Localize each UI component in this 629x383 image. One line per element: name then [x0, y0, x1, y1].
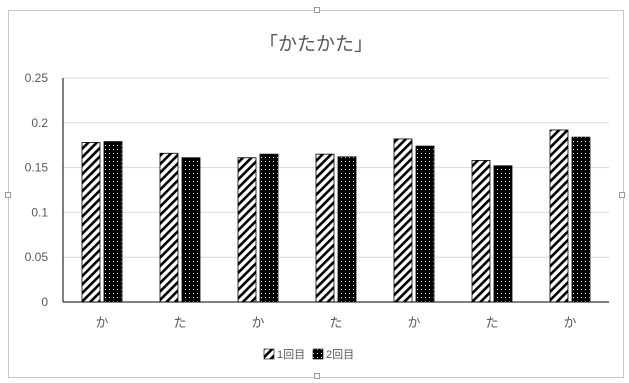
- chart-title: 「かたかた」: [259, 33, 373, 55]
- bar-series-1: [81, 142, 101, 303]
- bar-series-1: [471, 160, 491, 303]
- legend-label-series-1: 1回目: [277, 348, 305, 361]
- x-tick-label: か: [563, 315, 576, 330]
- bar-series-1: [315, 153, 335, 303]
- x-tick-label: た: [485, 315, 498, 330]
- y-tick-label: 0.2: [31, 116, 48, 130]
- bar-series-1: [237, 157, 257, 303]
- bar-series-2: [493, 165, 513, 303]
- bar-series-2: [571, 136, 591, 303]
- bar-series-2: [259, 153, 279, 303]
- x-tick-label: た: [329, 315, 342, 330]
- legend-swatch-series-1: [263, 348, 275, 360]
- y-tick-label: 0.15: [25, 161, 49, 175]
- y-tick-label: 0.1: [31, 205, 48, 219]
- legend: 1回目 2回目: [263, 348, 354, 361]
- y-tick-label: 0.05: [25, 250, 49, 264]
- y-axis-tick-labels: 0 0.05 0.1 0.15 0.2 0.25: [25, 71, 49, 309]
- y-tick-label: 0.25: [25, 71, 49, 85]
- bar-series-1: [393, 138, 413, 303]
- bar-series-2: [415, 145, 435, 303]
- x-tick-label: か: [407, 315, 420, 330]
- gridlines: [63, 77, 609, 258]
- bars: [81, 129, 591, 303]
- x-axis-tick-labels: かたかたかたか: [95, 315, 576, 330]
- x-tick-label: た: [173, 315, 186, 330]
- bar-series-2: [337, 156, 357, 303]
- x-tick-label: か: [251, 315, 264, 330]
- legend-swatch-series-2: [312, 348, 324, 360]
- y-tick-label: 0: [41, 295, 48, 309]
- x-tick-label: か: [95, 315, 108, 330]
- resize-handle-right[interactable]: [619, 192, 625, 198]
- resize-handle-top[interactable]: [314, 7, 320, 13]
- bar-series-2: [103, 141, 123, 303]
- bar-series-1: [159, 152, 179, 303]
- bar-series-1: [549, 129, 569, 303]
- resize-handle-left[interactable]: [5, 192, 11, 198]
- resize-handle-bottom[interactable]: [314, 373, 320, 379]
- bar-series-2: [181, 157, 201, 303]
- legend-label-series-2: 2回目: [326, 348, 354, 361]
